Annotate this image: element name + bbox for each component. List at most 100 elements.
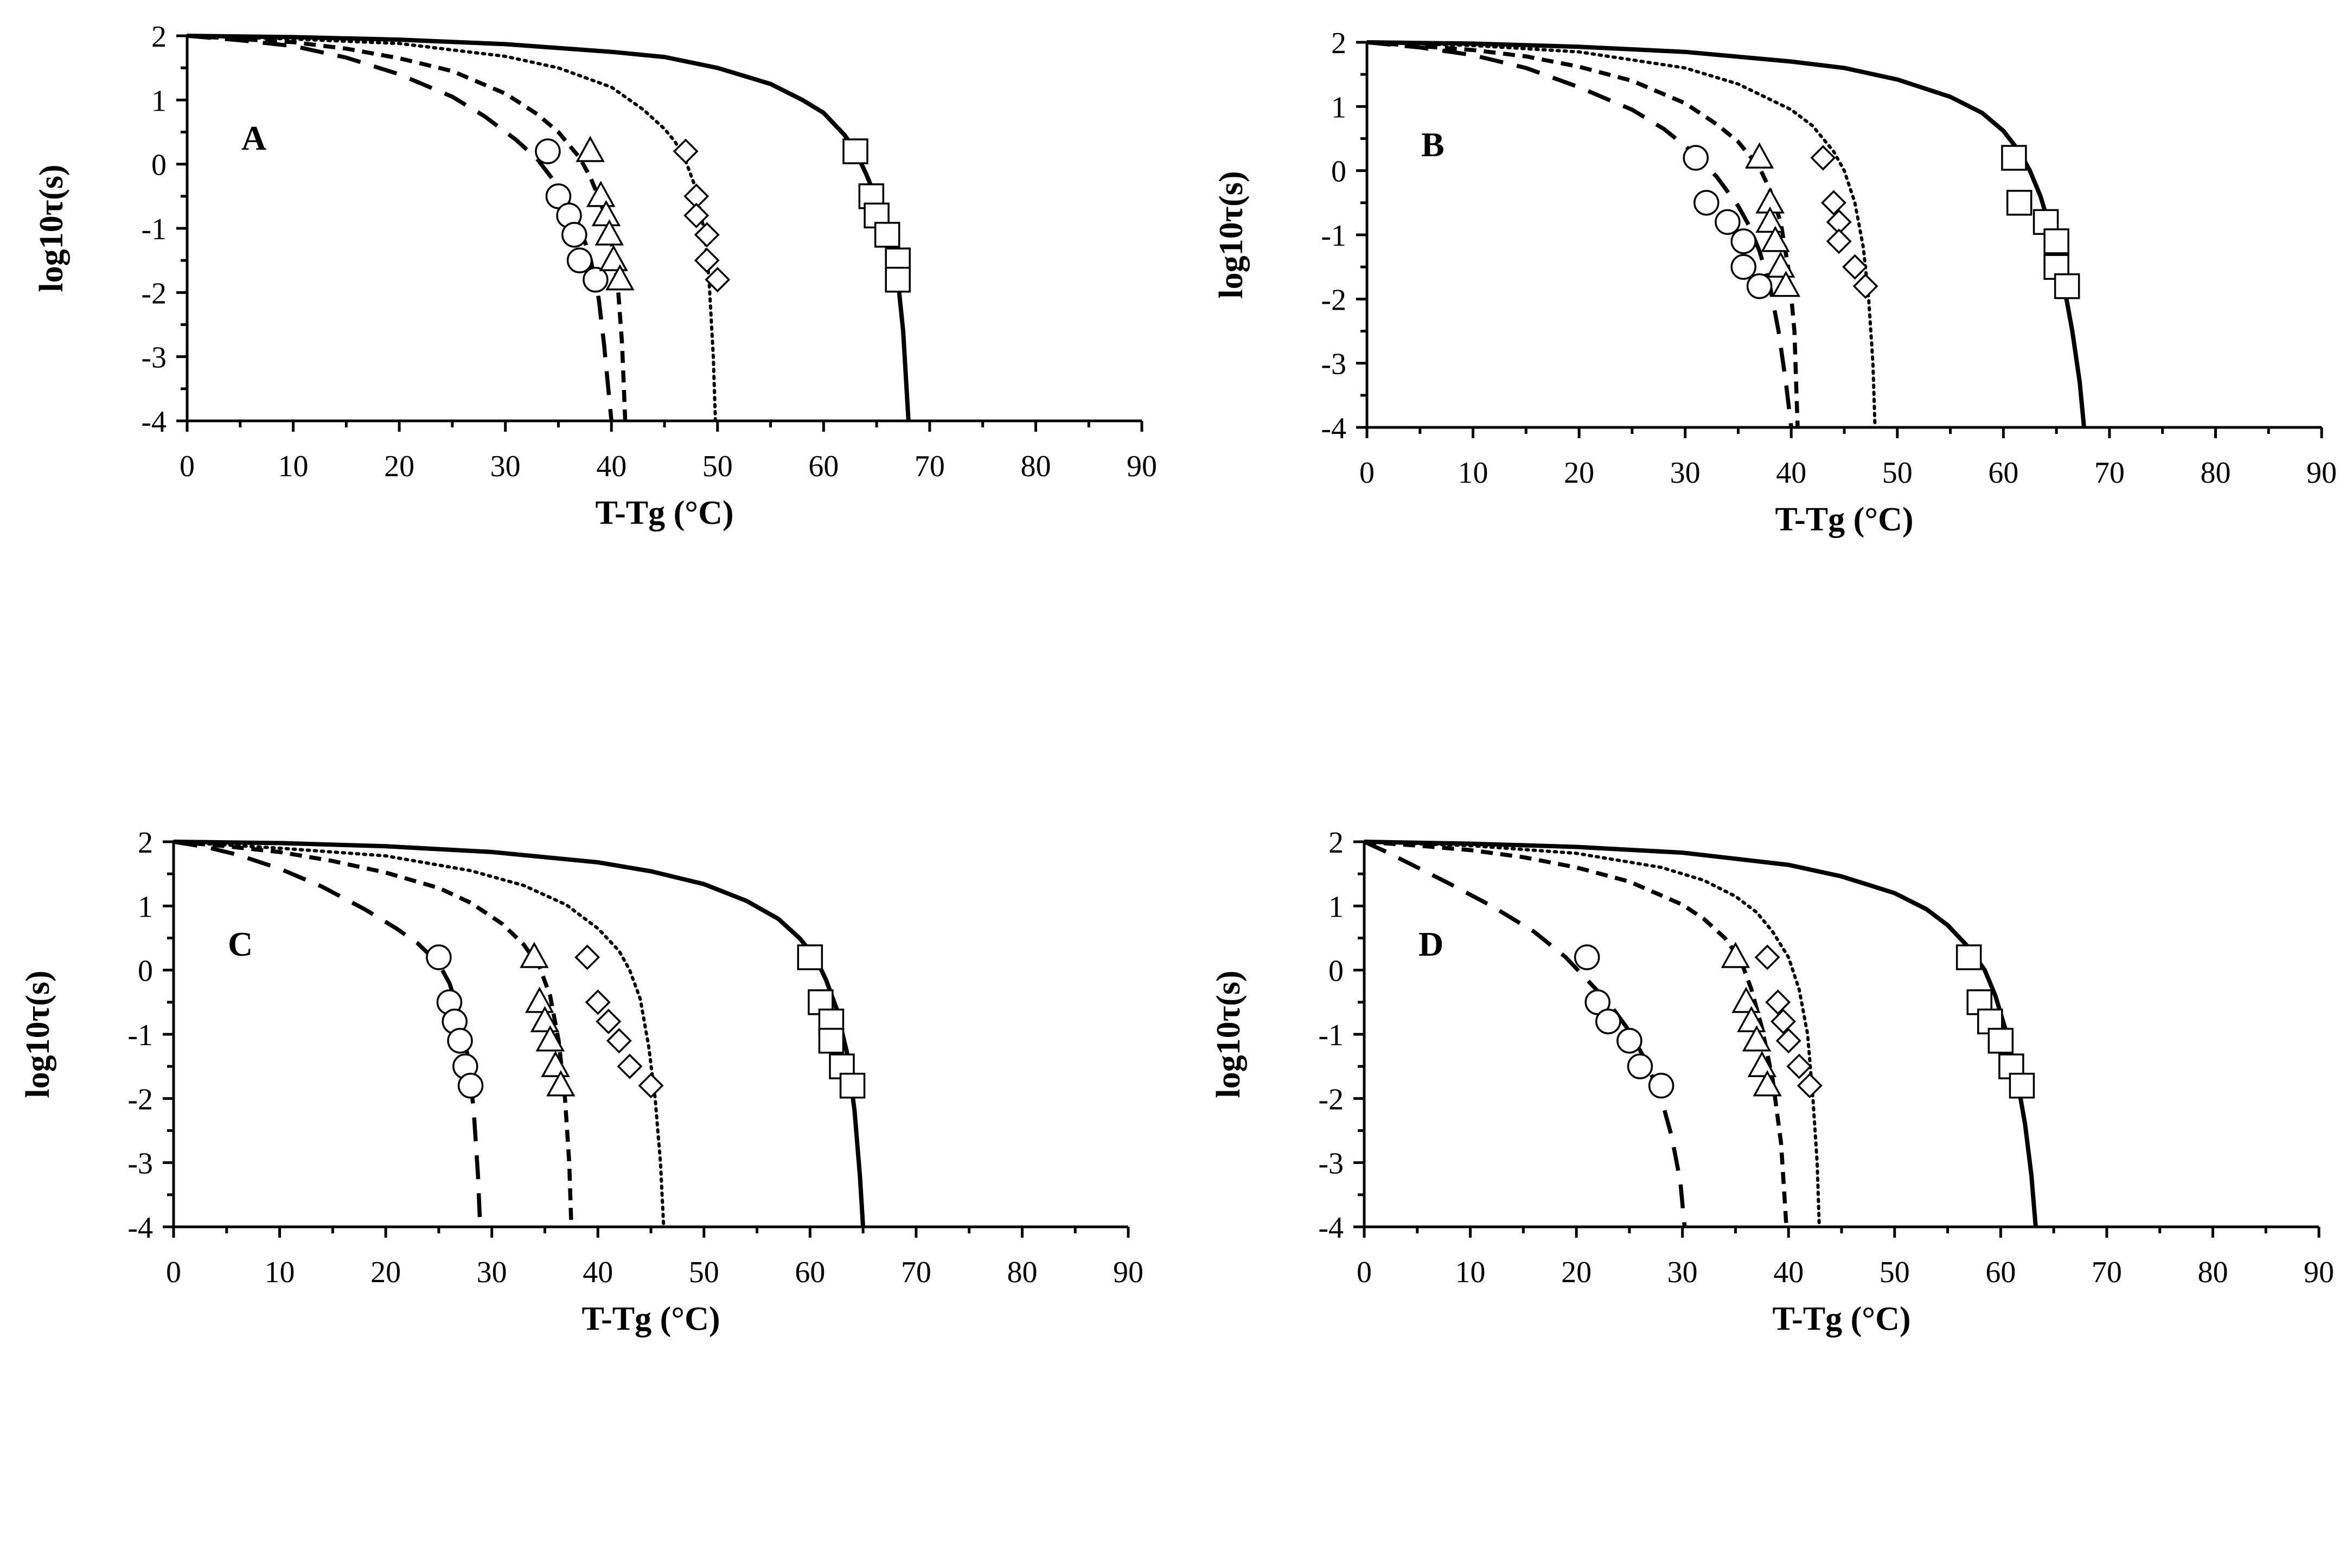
panel-c: 0 10 20 30 40 50 60 70 80 90 210-1-2-3-4 T-Tg (°C… (20, 826, 1143, 1337)
panel-c-curves (172, 840, 866, 1228)
panel-b-x-tick-label: 60 (1988, 456, 2018, 490)
panel-c-triangle-marker (530, 1006, 560, 1033)
panel-d-triangle-marker (1753, 1070, 1782, 1097)
panel-d-axes (1363, 842, 2319, 1228)
panel-d-diamond-marker (1754, 944, 1780, 970)
panel-d-x-tick-label: 70 (2092, 1256, 2122, 1289)
panel-c-diamond-marker (596, 1008, 622, 1034)
panel-b-x-tick-label: 70 (2094, 456, 2125, 490)
panel-c-x-tick-label: 70 (901, 1256, 931, 1289)
panel-c-x-tick-label: 30 (477, 1256, 507, 1289)
panel-d-circle-marker (1648, 1072, 1674, 1099)
panel-a-x-tick-label: 20 (384, 450, 414, 483)
panel-a-x-tick-label: 0 (180, 450, 195, 483)
panel-d-x-tick-label: 60 (1985, 1256, 2016, 1289)
panel-c-x-tick-label: 80 (1007, 1256, 1037, 1289)
panel-d-label: D (1418, 925, 1443, 963)
panel-b-square-marker (2001, 145, 2027, 171)
panel-c-markers (426, 942, 866, 1099)
panel-c-circle-marker (447, 1028, 473, 1054)
panel-d-triangle-marker (1747, 1051, 1777, 1077)
panel-a-y-ticks: 2 1 0 -1 -2 -3 -4 (141, 20, 187, 439)
panel-d-circle-marker (1616, 1028, 1642, 1054)
panel-a-triangle-marker (576, 136, 605, 162)
panel-a-y-tick-label: 1 (151, 84, 167, 118)
panel-b-triangle-marker (1766, 251, 1795, 278)
panel-b-square-marker (2054, 273, 2080, 299)
panel-a-y-tick-label: -3 (141, 341, 167, 375)
panel-d-diamond-marker (1765, 989, 1791, 1015)
panel-d-circle-marker (1574, 944, 1600, 970)
panel-d-solid-curve (1364, 840, 2038, 1227)
panel-a-diamond-marker (673, 138, 699, 164)
panel-d-x-ticks: 0 10 20 30 40 50 60 70 80 90 (1357, 1227, 2334, 1289)
panel-b-circle-marker (1746, 273, 1773, 299)
panel-b-circle-marker (1730, 228, 1756, 254)
panel-a-x-tick-label: 80 (1020, 450, 1051, 483)
panel-c-square-marker (839, 1072, 866, 1099)
panel-c-diamond-marker (585, 989, 611, 1015)
panel-d-circle-marker (1627, 1053, 1653, 1079)
panel-b-dotted-curve (1365, 41, 1877, 429)
panel-d-x-tick-label: 20 (1561, 1256, 1592, 1289)
panel-b-y-tick-label: 2 (1331, 27, 1346, 60)
panel-b-triangle-marker (1755, 206, 1785, 233)
panel-b-x-ticks: 0 10 20 30 40 50 60 70 80 90 (1359, 427, 2337, 490)
panel-b-y-tick-label: -1 (1321, 219, 1346, 253)
panel-c-y-tick-label: 1 (138, 890, 153, 924)
panel-a-x-tick-label: 40 (596, 450, 627, 483)
panel-a-square-marker (885, 266, 911, 293)
panel-d-y-tick-label: -3 (1318, 1147, 1344, 1181)
panel-d-y-axis-title: log10τ(s) (1210, 970, 1247, 1098)
panel-c-y-tick-label: 2 (138, 826, 153, 860)
panel-b-y-tick-label: 0 (1331, 155, 1346, 189)
panel-a-diamond-marker (694, 247, 720, 273)
panel-a-solid-curve (187, 34, 911, 421)
panel-d-x-tick-label: 10 (1455, 1256, 1486, 1289)
panel-c-axes (172, 842, 1128, 1228)
panel-a-y-tick-label: -4 (141, 405, 167, 439)
panel-b-x-tick-label: 10 (1458, 456, 1488, 490)
panel-d-x-tick-label: 50 (1880, 1256, 1910, 1289)
panel-c-triangle-marker (541, 1051, 570, 1077)
panel-b-triangle-marker (1761, 226, 1790, 252)
panel-b: 0 10 20 30 40 50 60 70 80 90 210-1-2-3-4 T-Tg (°C… (1213, 27, 2337, 538)
panel-b-solid-curve (1366, 40, 2086, 428)
panel-c-circle-marker (457, 1072, 484, 1099)
panel-c-triangle-marker (535, 1025, 565, 1052)
panel-b-x-tick-label: 40 (1776, 456, 1806, 490)
panel-d-y-tick-label: -4 (1318, 1211, 1344, 1245)
panel-d-triangle-marker (1737, 1006, 1766, 1033)
panel-b-x-tick-label: 50 (1882, 456, 1913, 490)
panel-d-diamond-marker (1770, 1008, 1796, 1034)
panel-c-square-marker (797, 944, 823, 970)
panel-b-circle-marker (1693, 190, 1720, 216)
panel-d-x-tick-label: 0 (1357, 1256, 1372, 1289)
panel-b-diamond-marker (1810, 145, 1836, 171)
panel-b-diamond-marker (1820, 190, 1846, 216)
panel-b-label: B (1421, 125, 1445, 164)
panel-a-y-tick-label: -1 (141, 213, 167, 246)
panel-d-square-marker (1987, 1028, 2014, 1054)
panel-c-diamond-marker (574, 944, 600, 970)
panel-d-triangle-marker (1731, 987, 1761, 1013)
panel-c-triangle-marker (525, 987, 554, 1013)
panel-d-y-ticks: 2 1 0 -1 -2 -3 -4 (1318, 826, 1364, 1245)
panel-b-x-tick-label: 90 (2306, 456, 2337, 490)
panel-c-x-tick-label: 10 (265, 1256, 295, 1289)
panel-b-x-tick-label: 30 (1670, 456, 1701, 490)
panel-a-long-dash-curve (187, 34, 613, 421)
panel-a-triangle-marker (605, 264, 635, 291)
panel-d-x-tick-label: 90 (2304, 1256, 2334, 1289)
panel-a-dotted-curve (186, 34, 717, 423)
panel-d-x-tick-label: 40 (1773, 1256, 1804, 1289)
panel-c-triangle-marker (546, 1070, 576, 1097)
panel-c-dotted-curve (172, 840, 666, 1228)
panel-a-circle-marker (535, 138, 561, 164)
panel-d-markers (1574, 942, 2035, 1099)
panel-d-y-tick-label: 0 (1328, 955, 1344, 988)
panel-c-x-axis-title: T-Tg (°C) (581, 1301, 720, 1337)
panel-b-y-tick-label: 1 (1331, 91, 1346, 124)
panel-a-short-dash-curve (187, 34, 628, 421)
